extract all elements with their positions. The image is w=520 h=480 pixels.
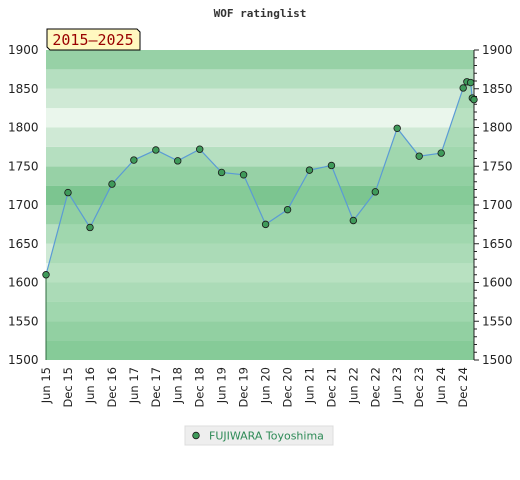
data-point — [459, 84, 467, 92]
background-band — [46, 69, 474, 89]
y-tick-label-left: 1500 — [8, 353, 39, 367]
legend-box — [184, 425, 334, 446]
data-point — [174, 157, 182, 165]
data-point — [64, 188, 72, 197]
y-tick-label-left: 1650 — [8, 237, 39, 251]
legend: FUJIWARA Toyoshima — [184, 425, 334, 446]
data-point — [152, 146, 160, 154]
x-tick-label: Dec 21 — [324, 367, 338, 408]
data-point — [349, 216, 358, 225]
x-tick-label: Dec 22 — [368, 367, 382, 408]
data-point — [305, 166, 314, 174]
x-tick-label: Jun 16 — [83, 367, 97, 404]
x-tick-label: Dec 24 — [456, 367, 470, 408]
x-tick-label: Jun 15 — [39, 367, 53, 404]
y-tick-label-left: 1550 — [8, 314, 39, 328]
data-point — [371, 188, 380, 196]
x-tick-label: Jun 17 — [127, 367, 141, 404]
y-tick-label-right: 1600 — [482, 276, 513, 290]
data-point — [196, 145, 204, 153]
background-band — [46, 108, 474, 128]
y-tick-label-left: 1800 — [8, 121, 39, 135]
y-tick-label-right: 1900 — [482, 43, 513, 57]
x-tick-label: Dec 19 — [237, 367, 251, 408]
y-axis-right: 1500 1550 1600 1650 1700 1750 1800 1850 1900 — [482, 43, 513, 367]
chart-title: WOF ratinglist — [214, 7, 307, 20]
data-point — [437, 149, 445, 157]
x-tick-label: Jun 21 — [302, 367, 316, 404]
data-point — [130, 156, 138, 164]
data-point — [42, 271, 50, 279]
y-tick-label-left: 1750 — [8, 159, 39, 173]
y-tick-label-right: 1700 — [482, 198, 513, 212]
x-tick-label: Dec 16 — [105, 367, 119, 408]
y-tick-label-right: 1800 — [482, 121, 513, 135]
data-point — [283, 205, 292, 214]
x-tick-label: Dec 17 — [149, 367, 163, 408]
x-tick-label: Jun 19 — [215, 367, 229, 404]
y-axis-left: 1500 1550 1600 1650 1700 1750 1800 1850 1900 — [8, 43, 39, 367]
y-tick-label-left: 1850 — [8, 82, 39, 96]
y-tick-label-left: 1600 — [8, 276, 39, 290]
data-point — [217, 168, 226, 177]
y-tick-label-right: 1500 — [482, 353, 513, 367]
x-tick-label: Dec 20 — [281, 367, 295, 408]
y-tick-label-left: 1900 — [8, 43, 39, 57]
data-point — [108, 180, 116, 188]
x-axis: Jun 15 Dec 15 Jun 16 Dec 16 Jun 17 Dec 17 Jun … — [39, 367, 470, 408]
x-tick-label: Dec 18 — [193, 367, 207, 408]
y-tick-label-right: 1850 — [482, 82, 513, 96]
period-badge-label: 2015–2025 — [52, 31, 133, 49]
data-point — [415, 152, 423, 160]
background-band — [46, 50, 474, 70]
data-point — [327, 161, 336, 170]
data-point — [470, 95, 478, 104]
data-point — [393, 124, 401, 132]
background-band — [46, 127, 474, 147]
data-point — [239, 171, 248, 179]
period-badge: 2015–2025 — [46, 28, 141, 51]
y-tick-label-left: 1700 — [8, 198, 39, 212]
x-tick-label: Dec 15 — [61, 367, 75, 408]
y-tick-label-right: 1750 — [482, 159, 513, 173]
background-band — [46, 88, 474, 109]
series-markers — [42, 78, 478, 279]
x-tick-label: Jun 23 — [390, 367, 404, 404]
x-tick-label: Jun 20 — [259, 367, 273, 404]
x-tick-label: Jun 18 — [171, 367, 185, 404]
legend-marker — [192, 431, 200, 440]
legend-series-label: FUJIWARA Toyoshima — [209, 430, 324, 443]
data-point — [261, 220, 270, 229]
period-badge-box — [46, 28, 141, 51]
data-point — [466, 78, 475, 87]
x-tick-label: Dec 23 — [412, 367, 426, 408]
y-tick-label-right: 1550 — [482, 314, 513, 328]
x-tick-label: Jun 22 — [346, 367, 360, 404]
data-point — [86, 223, 94, 232]
y-tick-label-right: 1650 — [482, 237, 513, 251]
x-tick-label: Jun 24 — [434, 367, 448, 404]
